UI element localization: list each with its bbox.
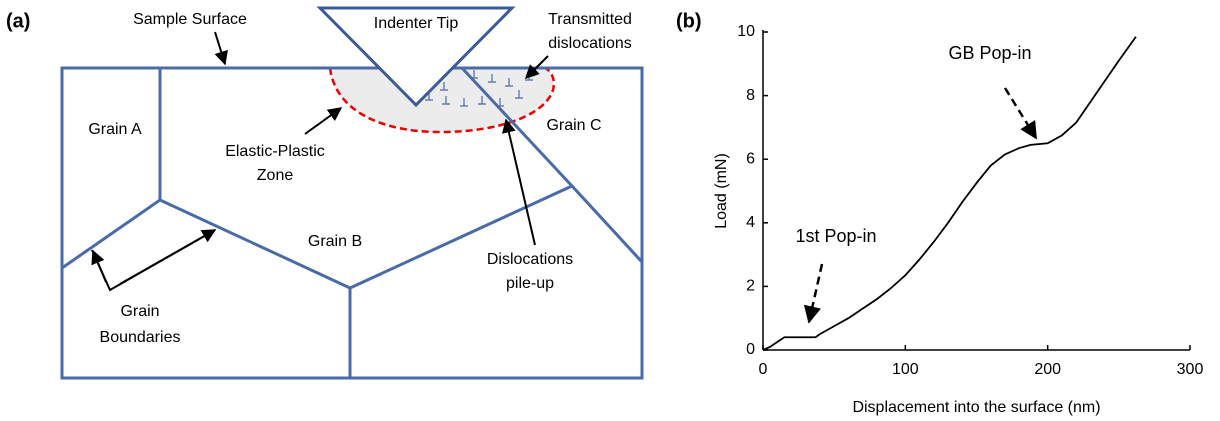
y-tick-label: 10	[737, 23, 755, 40]
y-tick-label: 8	[746, 87, 755, 104]
y-tick-label: 6	[746, 150, 755, 167]
indenter-label: Indenter Tip	[374, 15, 459, 32]
arrow	[506, 120, 535, 245]
panel-label: (b)	[676, 10, 702, 32]
grain-label: Grain C	[546, 117, 601, 134]
arrow	[215, 32, 225, 64]
arrow	[305, 108, 341, 134]
panel-b: (b) 0 100 200 300 0 2 4 6 8 10 Displacement into th…	[676, 10, 1203, 416]
x-tick-label: 100	[892, 361, 919, 378]
figure: (a) Indenter Tip Sample Surface Transmit…	[0, 0, 1220, 421]
arrow	[120, 230, 215, 284]
annotation: GB Pop-in	[948, 43, 1031, 63]
grain-label: Grain A	[88, 121, 142, 138]
annotation: 1st Pop-in	[795, 226, 876, 246]
x-tick-label: 300	[1177, 361, 1204, 378]
x-tick-label: 0	[759, 361, 768, 378]
x-tick-label: 200	[1034, 361, 1061, 378]
load-curve	[763, 37, 1136, 350]
panel-a: (a) Indenter Tip Sample Surface Transmit…	[6, 8, 642, 378]
y-tick-label: 0	[746, 341, 755, 358]
annotation-arrow	[809, 264, 822, 322]
y-tick-label: 2	[746, 278, 755, 295]
y-tick-label: 4	[746, 214, 755, 231]
arrow	[92, 230, 215, 290]
annotation-arrow	[1005, 88, 1036, 138]
grain-label: Grain B	[308, 233, 362, 250]
panel-label: (a)	[6, 10, 30, 32]
surface-label: Sample Surface	[133, 11, 247, 28]
arrow	[93, 251, 106, 282]
y-axis-label: Load (mN)	[713, 153, 730, 229]
x-axis-label: Displacement into the surface (nm)	[852, 399, 1100, 416]
